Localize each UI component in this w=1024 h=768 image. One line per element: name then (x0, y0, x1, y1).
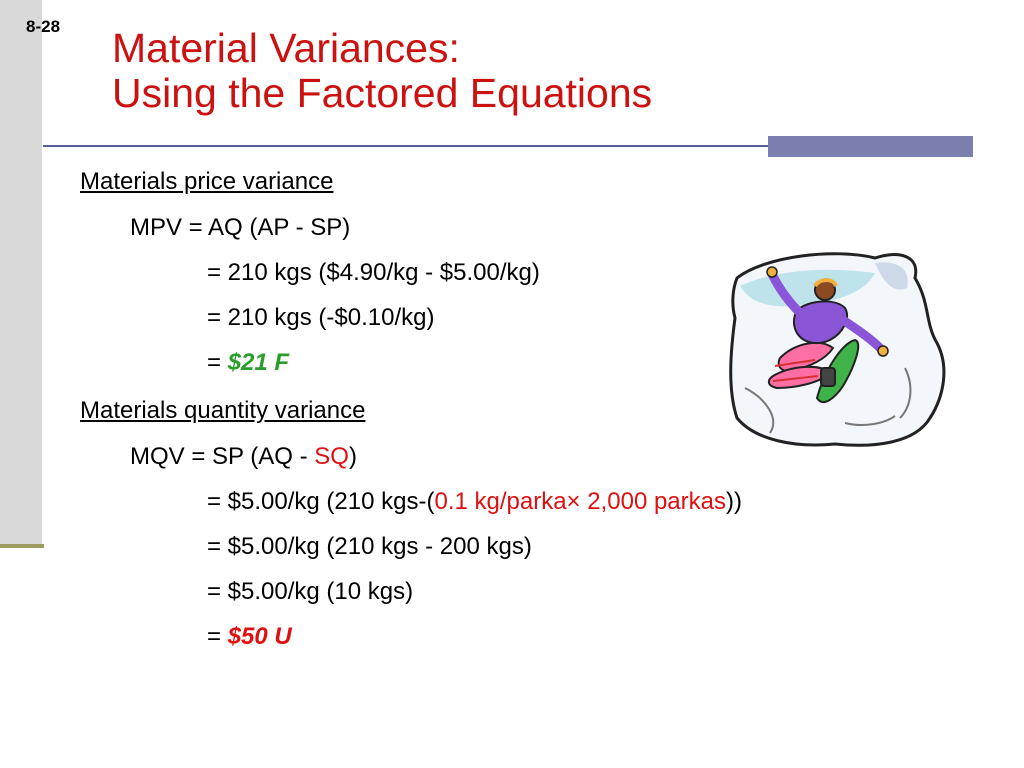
quantity-variance-result: $50 U (227, 623, 292, 650)
title-rule (43, 145, 768, 147)
title-line-1: Material Variances: (112, 25, 460, 71)
quantity-variance-result-line: = $50 U (207, 623, 292, 651)
price-variance-step-1: = 210 kgs ($4.90/kg - $5.00/kg) (207, 259, 540, 286)
snowboarder-icon (729, 252, 946, 447)
price-result-prefix: = (207, 349, 228, 376)
quantity-variance-formula: MQV = SP (AQ - SQ) (130, 443, 357, 471)
title-accent-block (768, 136, 973, 157)
price-variance-step-2: = 210 kgs (-$0.10/kg) (207, 304, 435, 331)
quantity-variance-step-2: = $5.00/kg (210 kgs - 200 kgs) (207, 533, 532, 560)
quantity-variance-step-3: = $5.00/kg (10 kgs) (207, 578, 414, 605)
title-line-2: Using the Factored Equations (112, 70, 653, 116)
price-variance-formula: MPV = AQ (AP - SP) (130, 214, 351, 241)
quantity-step1-prefix: = $5.00/kg (210 kgs-( (207, 488, 435, 515)
goggles (813, 278, 838, 288)
price-variance-result-line: = $21 F (207, 349, 289, 377)
side-bar-accent (0, 544, 44, 548)
quantity-variance-step-1: = $5.00/kg (210 kgs-(0.1 kg/parka× 2,000… (207, 488, 742, 516)
price-variance-heading: Materials price variance (80, 168, 334, 195)
right-arm (838, 315, 885, 353)
snow-shading (744, 367, 912, 434)
quantity-step1-standard: 0.1 kg/parka× 2,000 parkas (434, 488, 726, 515)
quantity-formula-prefix: MQV = SP (AQ - (130, 443, 315, 470)
side-bar (0, 0, 42, 547)
boot (820, 367, 836, 387)
jacket (793, 300, 849, 345)
quantity-step1-suffix: )) (726, 488, 742, 515)
left-arm (768, 271, 805, 318)
price-variance-result: $21 F (227, 349, 290, 376)
quantity-formula-sq: SQ (314, 443, 349, 470)
left-glove (766, 266, 778, 278)
slide-title: Material Variances: Using the Factored E… (112, 26, 652, 116)
slide-number: 8-28 (26, 17, 61, 36)
quantity-variance-heading: Materials quantity variance (80, 397, 366, 424)
pants-stripes (772, 359, 819, 382)
quantity-result-prefix: = (207, 623, 228, 650)
right-glove (877, 345, 889, 357)
cloud-patch (875, 262, 908, 290)
quantity-formula-suffix: ) (348, 443, 357, 470)
